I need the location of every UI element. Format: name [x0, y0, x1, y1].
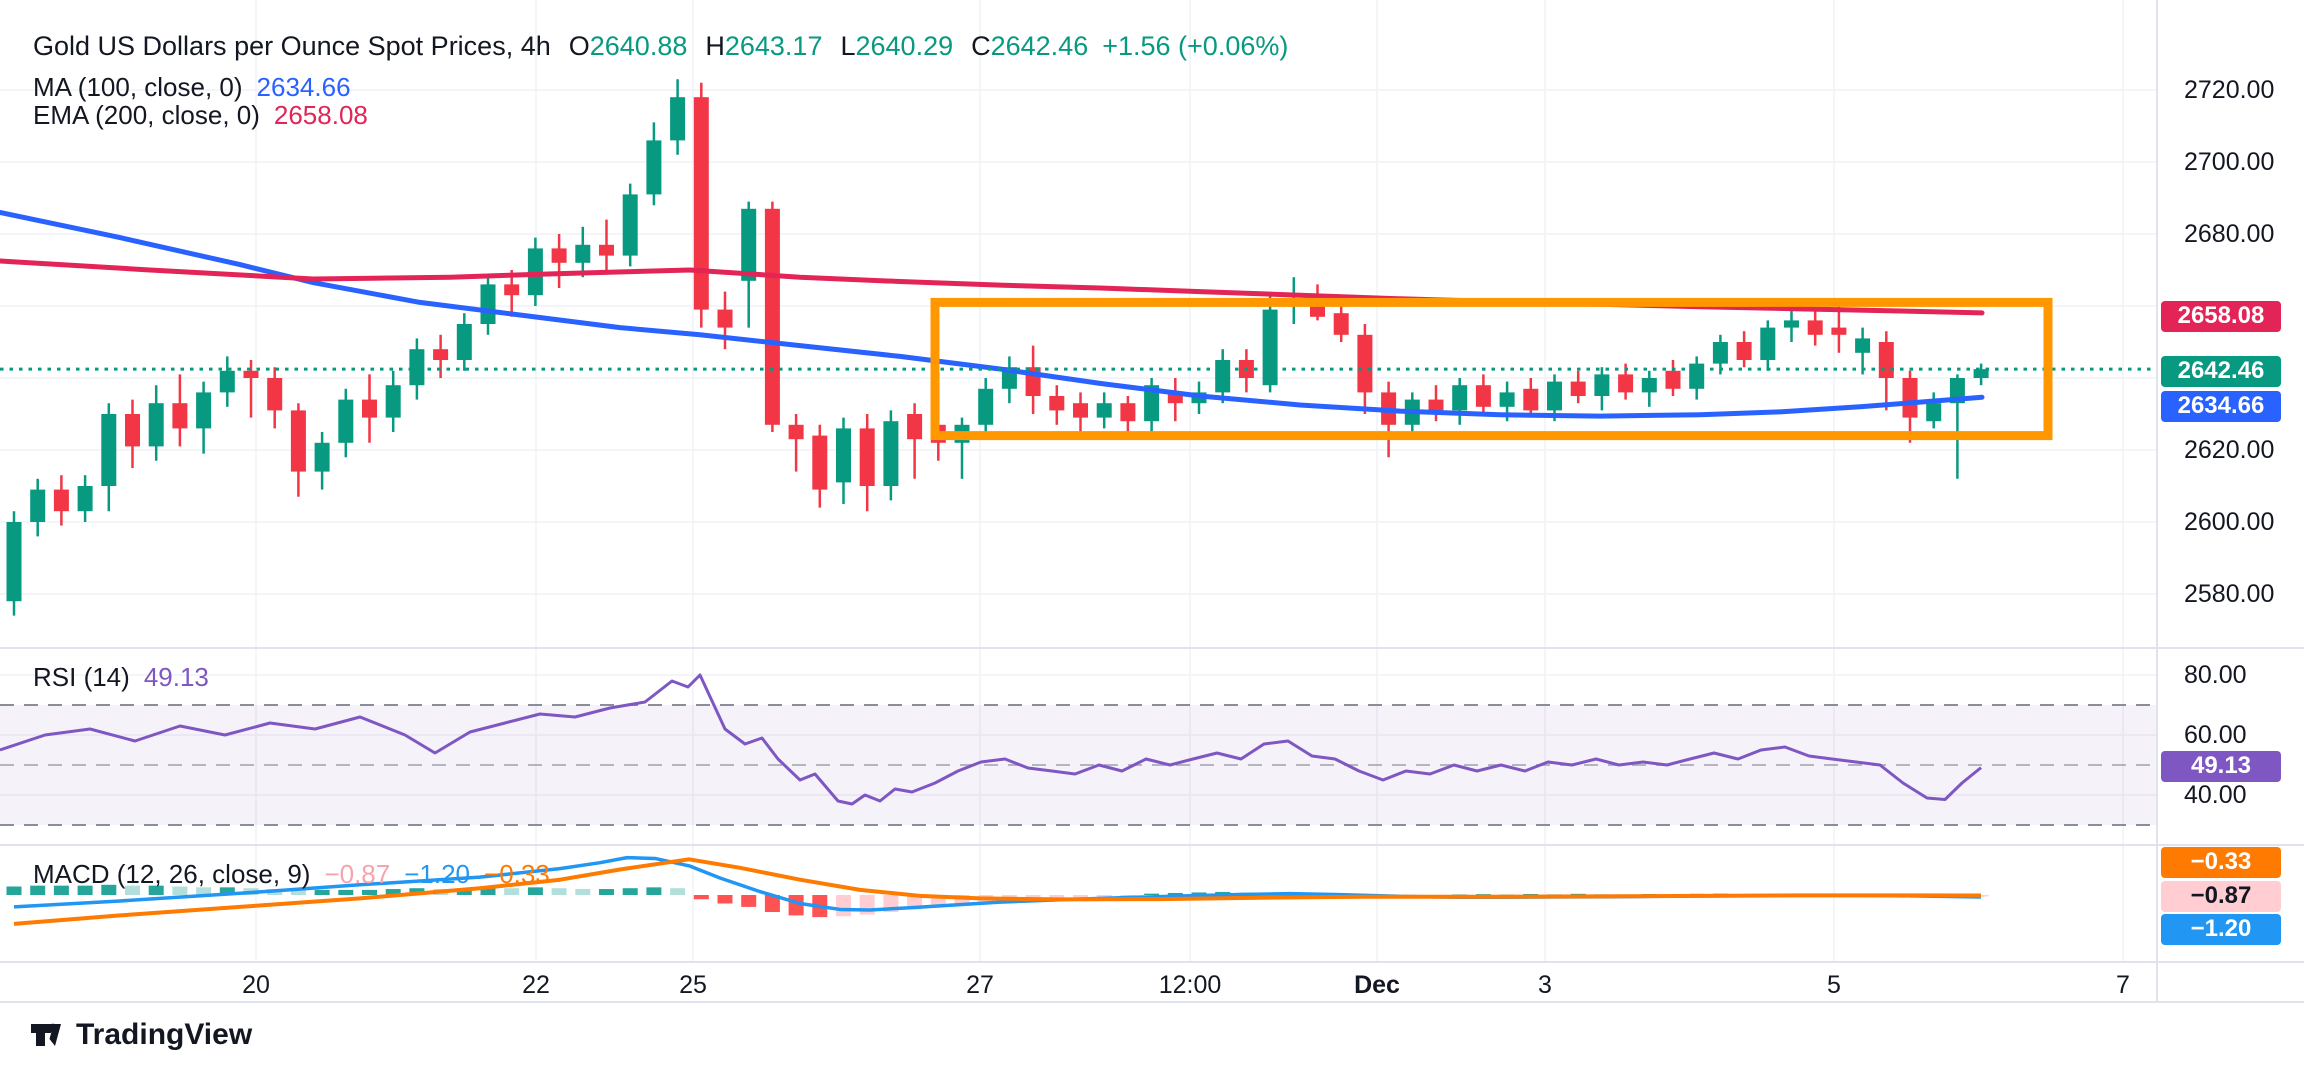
price-axis-label: 2700.00	[2184, 148, 2275, 176]
time-axis-label: 12:00	[1158, 971, 1222, 999]
time-axis-label: 22	[522, 971, 550, 999]
rsi-label: RSI (14)	[33, 662, 130, 692]
ma100-line	[0, 209, 1985, 419]
rsi-axis-label: 80.00	[2184, 661, 2247, 689]
time-axis-label: 5	[1827, 971, 1841, 999]
time-axis-label: 7	[2116, 971, 2130, 999]
pane-separators	[0, 0, 2304, 1003]
hist-badge: −0.87	[2161, 880, 2281, 912]
price-axis-label: 2620.00	[2184, 436, 2275, 464]
rsi-line	[0, 673, 1982, 806]
tradingview-logo[interactable]: TradingView	[28, 1016, 252, 1054]
ema-value: 2658.08	[273, 100, 368, 130]
price-axis-label: 2580.00	[2184, 580, 2275, 608]
ma-legend[interactable]: MA (100, close, 0) 2634.66	[33, 73, 351, 101]
price-axis-label: 2720.00	[2184, 76, 2275, 104]
tradingview-logo-text: TradingView	[76, 1018, 253, 1051]
low-label: L	[840, 31, 856, 61]
close-label: C	[971, 31, 991, 61]
rsi-gridlines	[0, 674, 2157, 826]
rsi-legend[interactable]: RSI (14) 49.13	[33, 663, 209, 691]
ema-legend[interactable]: EMA (200, close, 0) 2658.08	[33, 101, 368, 129]
ma-label: MA (100, close, 0)	[33, 72, 243, 102]
price-axis-label: 2600.00	[2184, 508, 2275, 536]
ema-label: EMA (200, close, 0)	[33, 100, 260, 130]
open-label: O	[568, 31, 590, 61]
ema-badge: 2658.08	[2161, 300, 2281, 332]
range-rectangle-drawing[interactable]	[930, 297, 2053, 441]
low-value: 2640.29	[855, 31, 954, 61]
time-axis-label: 20	[242, 971, 270, 999]
time-axis-label: 3	[1538, 971, 1552, 999]
time-axis-label: 25	[679, 971, 707, 999]
macd-signal-line	[13, 857, 1982, 926]
candlestick-series	[6, 79, 1989, 616]
symbol-title: Gold US Dollars per Ounce Spot Prices, 4…	[33, 31, 551, 61]
price-axis-label: 2680.00	[2184, 220, 2275, 248]
macd-signal-value: −0.33	[484, 859, 550, 889]
macd-line-value: −1.20	[404, 859, 471, 889]
ma-value: 2634.66	[256, 72, 351, 102]
rsi-badge: 49.13	[2161, 750, 2281, 782]
ma-badge: 2634.66	[2161, 390, 2281, 422]
open-value: 2640.88	[589, 31, 688, 61]
tradingview-logo-icon	[31, 1023, 61, 1046]
macd-badge: −1.20	[2161, 913, 2281, 945]
change-value: +1.56 (+0.06%)	[1102, 31, 1289, 61]
high-label: H	[705, 31, 725, 61]
time-axis-label: 27	[966, 971, 994, 999]
macd-hist-value: −0.87	[324, 859, 391, 889]
rsi-value: 49.13	[143, 662, 209, 692]
high-value: 2643.17	[724, 31, 823, 61]
price-badge: 2642.46	[2161, 355, 2281, 387]
rsi-axis-label: 60.00	[2184, 721, 2247, 749]
close-value: 2642.46	[990, 31, 1089, 61]
macd-legend[interactable]: MACD (12, 26, close, 9) −0.87 −1.20 −0.33	[33, 860, 550, 888]
rsi-axis-label: 40.00	[2184, 781, 2247, 809]
rsi-band-fill	[0, 705, 2157, 825]
vertical-gridlines	[255, 0, 2124, 962]
time-axis-label: Dec	[1354, 971, 1400, 999]
symbol-legend[interactable]: Gold US Dollars per Ounce Spot Prices, 4…	[33, 32, 1288, 60]
signal-badge: −0.33	[2161, 846, 2281, 878]
macd-label: MACD (12, 26, close, 9)	[33, 859, 311, 889]
